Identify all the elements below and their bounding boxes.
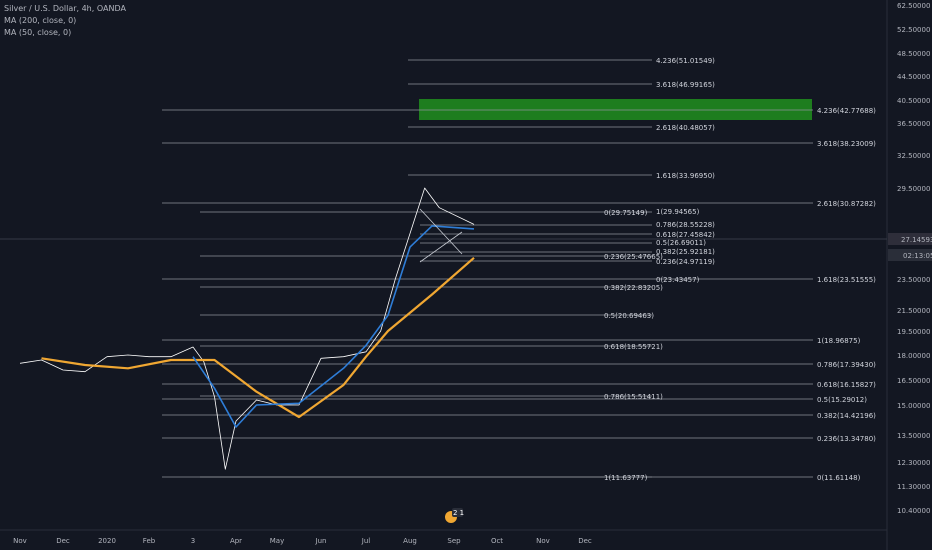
fib-label: 0.618(27.45842) [656, 231, 715, 239]
fib-label: 3.618(38.23009) [817, 140, 876, 148]
fib-label: 2.618(30.87282) [817, 200, 876, 208]
fib-label: 0.5(20.69463) [604, 312, 654, 320]
target-zone[interactable] [419, 99, 812, 120]
y-tick-label: 15.00000 [897, 402, 930, 410]
fib-label: 0.382(25.92181) [656, 248, 715, 256]
y-tick-label: 11.30000 [897, 483, 930, 491]
y-tick-label: 10.40000 [897, 507, 930, 515]
fib-label: 0.382(14.42196) [817, 412, 876, 420]
price-axis[interactable]: 62.50000 52.50000 48.50000 44.50000 40.50000… [897, 2, 930, 515]
y-tick-label: 32.50000 [897, 152, 930, 160]
fib-label: 0.5(26.69011) [656, 239, 706, 247]
y-tick-label: 29.50000 [897, 185, 930, 193]
y-tick-label: 44.50000 [897, 73, 930, 81]
y-tick-label: 21.50000 [897, 307, 930, 315]
fib-label: 0(29.75149) [604, 209, 648, 217]
last-price-badge [888, 233, 932, 245]
y-tick-label: 12.30000 [897, 459, 930, 467]
fib-label: 1(29.94565) [656, 208, 700, 216]
fibonacci-labels: 4.236(51.01549) 3.618(46.99165) 4.236(42… [604, 57, 876, 482]
x-tick-label: Dec [56, 537, 70, 545]
fib-label: 0.236(25.47665) [604, 253, 663, 261]
x-tick-label: Aug [403, 537, 417, 545]
y-tick-label: 62.50000 [897, 2, 930, 10]
x-tick-label: 2020 [98, 537, 116, 545]
fib-label: 0.786(15.51411) [604, 393, 663, 401]
triangle-pattern [419, 208, 463, 263]
x-tick-label: Feb [143, 537, 156, 545]
y-tick-label: 40.50000 [897, 97, 930, 105]
fib-label: 0(11.61148) [817, 474, 861, 482]
event-badge-label: 2 1 [453, 509, 464, 517]
event-badge-box [452, 508, 463, 517]
fib-label: 1.618(23.51555) [817, 276, 876, 284]
x-tick-label: Sep [447, 537, 461, 545]
fib-label: 1(11.63777) [604, 474, 648, 482]
y-tick-label: 48.50000 [897, 50, 930, 58]
fib-label: 3.618(46.99165) [656, 81, 715, 89]
x-tick-label: Apr [230, 537, 242, 545]
series-layer [19, 187, 475, 470]
ma50-series-line [192, 225, 475, 428]
countdown-label: 02:13:05 [903, 252, 932, 260]
ma200-legend[interactable]: MA (200, close, 0) [4, 16, 77, 25]
fib-label: 0(23.43457) [656, 276, 700, 284]
y-tick-label: 13.50000 [897, 432, 930, 440]
fib-label: 0.786(28.55228) [656, 221, 715, 229]
x-tick-label: May [270, 537, 284, 545]
y-tick-label: 36.50000 [897, 120, 930, 128]
fib-label: 1.618(33.96950) [656, 172, 715, 180]
y-tick-label: 19.50000 [897, 328, 930, 336]
time-axis[interactable]: Nov Dec 2020 Feb 3 Apr May Jun Jul Aug Sep Oct Nov De… [13, 537, 592, 545]
fib-label: 4.236(51.01549) [656, 57, 715, 65]
x-tick-label: Nov [536, 537, 550, 545]
y-tick-label: 16.50000 [897, 377, 930, 385]
fib-label: 0.236(13.34780) [817, 435, 876, 443]
y-tick-label: 52.50000 [897, 26, 930, 34]
fib-label: 2.618(40.48057) [656, 124, 715, 132]
x-tick-label: Jul [361, 537, 371, 545]
fib-label: 0.382(22.83205) [604, 284, 663, 292]
y-tick-label: 18.00000 [897, 352, 930, 360]
x-tick-label: Nov [13, 537, 27, 545]
countdown-badge [888, 249, 932, 261]
fib-label: 0.236(24.97119) [656, 258, 715, 266]
fib-label: 4.236(42.77688) [817, 107, 876, 115]
symbol-title[interactable]: Silver / U.S. Dollar, 4h, OANDA [4, 4, 126, 13]
x-tick-label: 3 [191, 537, 195, 545]
fib-label: 0.786(17.39430) [817, 361, 876, 369]
x-tick-label: Jun [315, 537, 327, 545]
fib-label: 0.618(18.55721) [604, 343, 663, 351]
ma50-legend[interactable]: MA (50, close, 0) [4, 28, 72, 37]
price-series-line [19, 187, 475, 470]
fib-label: 1(18.96875) [817, 337, 861, 345]
fibonacci-lines [162, 59, 813, 478]
fib-label: 0.618(16.15827) [817, 381, 876, 389]
x-tick-label: Dec [578, 537, 592, 545]
event-badge[interactable]: 2 1 [445, 508, 464, 523]
fib-label: 0.5(15.29012) [817, 396, 867, 404]
y-tick-label: 23.50000 [897, 276, 930, 284]
last-price-label: 27.14593 [901, 236, 932, 244]
x-tick-label: Oct [491, 537, 503, 545]
chart-legend[interactable]: Silver / U.S. Dollar, 4h, OANDA MA (200,… [4, 3, 126, 39]
